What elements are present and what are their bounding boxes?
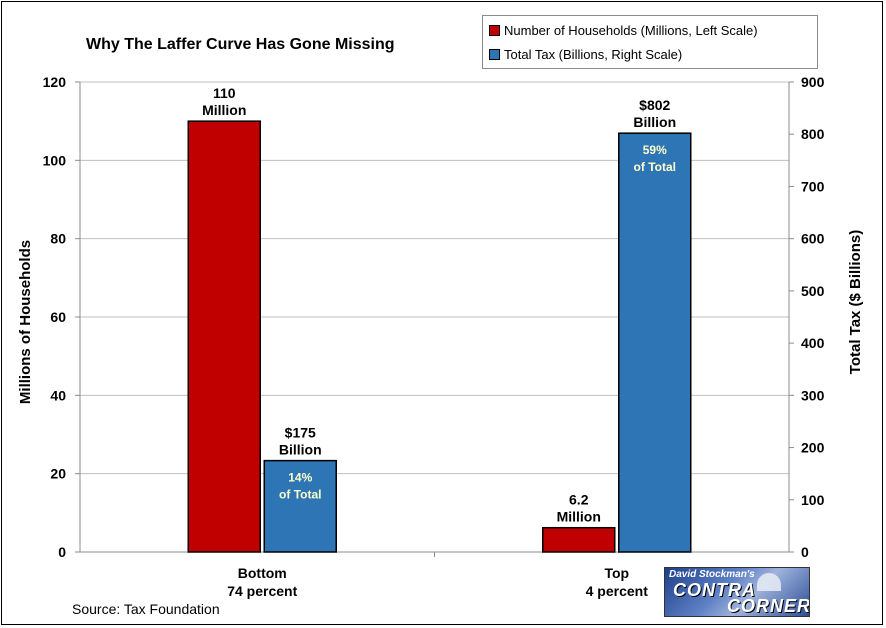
bar-inner-label: 59% (643, 143, 667, 157)
left-tick-label: 120 (43, 74, 67, 90)
bar-value-label: $802 (639, 97, 670, 113)
bar-inner-label: of Total (634, 160, 676, 174)
right-tick-label: 700 (801, 178, 825, 194)
bar-value-label: Million (202, 102, 246, 118)
x-category-label: Top (604, 565, 629, 581)
left-tick-label: 80 (50, 231, 66, 247)
right-tick-label: 0 (801, 544, 809, 560)
logo-word-corner: CORNER (727, 596, 810, 616)
legend-label-households: Number of Households (Millions, Left Sca… (504, 23, 758, 38)
logo-byline: David Stockman's (669, 569, 755, 580)
capitol-dome-icon (757, 573, 781, 591)
bar-value-label: Billion (279, 442, 322, 458)
right-tick-label: 900 (801, 74, 825, 90)
x-category-label: 74 percent (227, 583, 297, 599)
bar-value-label: Billion (633, 114, 676, 130)
left-tick-label: 0 (58, 544, 66, 560)
bar-value-label: 110 (213, 85, 236, 101)
right-tick-label: 100 (801, 492, 825, 508)
x-category-label: 4 percent (586, 583, 649, 599)
legend-swatch-total-tax (489, 49, 500, 60)
source-note: Source: Tax Foundation (72, 601, 220, 617)
legend-swatch-households (489, 25, 500, 36)
y-axis-title-left: Millions of Households (17, 240, 34, 404)
y-axis-title-right: Total Tax ($ Billions) (847, 230, 864, 374)
legend-label-total-tax: Total Tax (Billions, Right Scale) (504, 47, 683, 62)
x-category-label: Bottom (238, 565, 287, 581)
left-tick-label: 20 (50, 466, 66, 482)
left-tick-label: 100 (43, 152, 67, 168)
bar-inner-label: of Total (279, 488, 321, 502)
bar-0-1 (542, 526, 616, 553)
bar-inner-label: 14% (288, 471, 312, 485)
left-tick-label: 60 (50, 309, 66, 325)
right-tick-label: 600 (801, 231, 825, 247)
bar-value-label: Million (557, 509, 601, 525)
bar-1-1 (618, 132, 692, 553)
bar-0-0 (187, 120, 261, 553)
bar-1-0 (263, 459, 337, 553)
legend-item-total-tax: Total Tax (Billions, Right Scale) (489, 47, 682, 62)
legend-item-households: Number of Households (Millions, Left Sca… (489, 23, 758, 38)
left-tick-label: 40 (50, 387, 66, 403)
right-tick-label: 500 (801, 283, 825, 299)
bar-value-label: 6.2 (569, 492, 589, 508)
legend: Number of Households (Millions, Left Sca… (482, 15, 818, 69)
right-tick-label: 800 (801, 126, 825, 142)
right-tick-label: 200 (801, 440, 825, 456)
chart-title: Why The Laffer Curve Has Gone Missing (86, 36, 395, 53)
bar-value-label: $175 (285, 425, 316, 441)
logo-word-contra: CONTRA (673, 580, 756, 600)
right-tick-label: 300 (801, 387, 825, 403)
contra-corner-logo: David Stockman's CONTRA CORNER (664, 567, 810, 617)
right-tick-label: 400 (801, 335, 825, 351)
